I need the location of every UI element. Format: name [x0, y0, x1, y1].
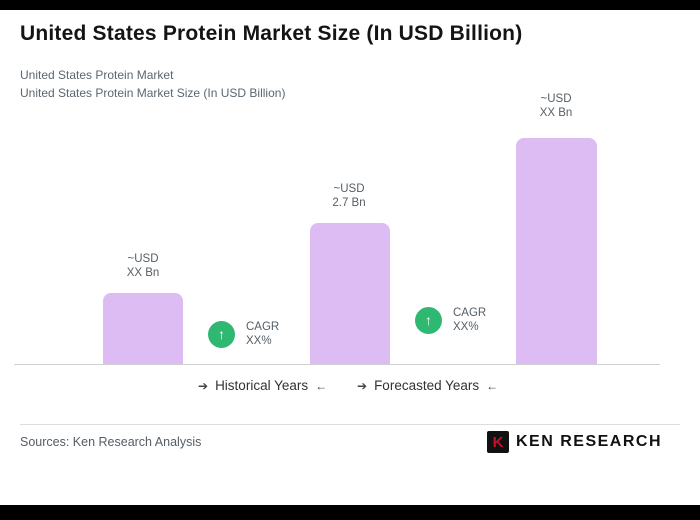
- page-title: United States Protein Market Size (In US…: [20, 22, 523, 45]
- cagr-badge: ↑ CAGR XX%: [208, 320, 279, 348]
- bar-value-line2: XX Bn: [539, 107, 573, 119]
- up-arrow-glyph: ↑: [425, 312, 432, 328]
- chart-baseline: [14, 364, 660, 365]
- growth-up-arrow-icon: ↑: [208, 320, 235, 348]
- bar-current: [310, 223, 390, 365]
- cagr-text: CAGR XX%: [453, 306, 486, 334]
- chart-subtitle-size: United States Protein Market Size (In US…: [20, 86, 286, 100]
- bar-value-label: ~USD 2.7 Bn: [299, 182, 399, 210]
- logo-wordmark: KEN RESEARCH: [516, 433, 663, 450]
- bar-value-line2: XX Bn: [126, 267, 160, 279]
- left-arrow-icon: ←: [486, 378, 499, 393]
- cagr-label: CAGR: [246, 321, 280, 333]
- bar-value-line1: ~USD: [540, 93, 572, 105]
- cagr-text: CAGR XX%: [246, 320, 279, 348]
- axis-label-text: Forecasted Years: [374, 378, 480, 393]
- bar-value-label: ~USD XX Bn: [506, 92, 606, 120]
- right-arrow-icon: ➔: [198, 378, 209, 393]
- axis-label-forecasted-years: ➔ Forecasted Years ←: [357, 378, 498, 393]
- cagr-label: CAGR: [453, 307, 487, 319]
- growth-up-arrow-icon: ↑: [415, 306, 442, 334]
- bar-forecast: [516, 138, 597, 365]
- bar-value-line1: ~USD: [127, 253, 159, 265]
- ken-research-logo-icon: K: [487, 431, 509, 453]
- cagr-badge: ↑ CAGR XX%: [415, 306, 486, 334]
- up-arrow-glyph: ↑: [218, 326, 225, 342]
- sources-text: Sources: Ken Research Analysis: [20, 435, 202, 449]
- ken-research-logo: K KEN RESEARCH: [487, 431, 662, 453]
- cagr-value: XX%: [246, 335, 272, 347]
- logo-k-glyph: K: [492, 433, 504, 451]
- bar-value-line1: ~USD: [333, 183, 365, 195]
- axis-label-historical-years: ➔ Historical Years ←: [198, 378, 327, 393]
- footer-divider: [20, 424, 680, 425]
- top-black-bar: [0, 0, 700, 10]
- cagr-value: XX%: [453, 321, 479, 333]
- bar-historical: [103, 293, 183, 365]
- chart-subtitle-market: United States Protein Market: [20, 68, 174, 82]
- bar-value-line2: 2.7 Bn: [332, 197, 366, 209]
- right-arrow-icon: ➔: [357, 378, 368, 393]
- axis-label-text: Historical Years: [215, 378, 309, 393]
- bar-value-label: ~USD XX Bn: [93, 252, 193, 280]
- left-arrow-icon: ←: [315, 378, 328, 393]
- bottom-black-bar: [0, 505, 700, 520]
